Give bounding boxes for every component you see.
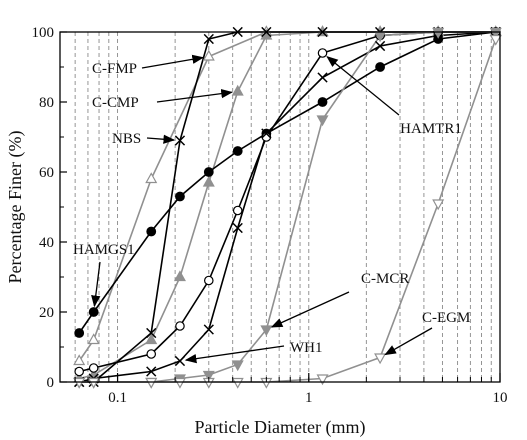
annotation-label-c-egm: C-EGM bbox=[422, 310, 470, 326]
annotation-label-hamgs1: HAMGS1 bbox=[73, 242, 135, 258]
point-c-fmp bbox=[145, 172, 158, 184]
point-hamtr1 bbox=[317, 48, 328, 58]
point-hamgs1 bbox=[375, 62, 385, 72]
point-c-mcr bbox=[316, 115, 329, 127]
point-nbs bbox=[146, 327, 157, 339]
x-axis-label: Particle Diameter (mm) bbox=[195, 417, 366, 438]
annotation-label-c-cmp: C-CMP bbox=[92, 95, 139, 111]
point-c-mcr bbox=[260, 325, 273, 337]
y-axis-label: Percentage Finer (%) bbox=[5, 131, 26, 284]
annotation-arrow-c-mcr bbox=[270, 291, 350, 328]
y-tick-label: 20 bbox=[39, 305, 54, 321]
point-c-fmp bbox=[87, 333, 100, 345]
x-axis-ticks: 0.1 1 10 bbox=[74, 373, 508, 406]
annotation-label-wh1: WH1 bbox=[290, 340, 323, 356]
y-tick-label: 40 bbox=[39, 235, 54, 251]
point-hamgs1 bbox=[203, 167, 214, 177]
point-hamgs1 bbox=[74, 328, 85, 338]
point-hamtr1 bbox=[74, 366, 84, 377]
point-c-mcr bbox=[432, 27, 445, 39]
point-c-egm bbox=[374, 353, 387, 365]
point-c-egm bbox=[231, 377, 244, 389]
x-tick-label: 1 bbox=[305, 390, 313, 406]
point-c-fmp bbox=[73, 354, 86, 366]
annotation-label-c-fmp: C-FMP bbox=[92, 61, 137, 77]
point-hamgs1 bbox=[232, 146, 243, 156]
point-wh1 bbox=[232, 222, 243, 234]
point-hamtr1 bbox=[232, 205, 243, 216]
point-c-mcr bbox=[202, 370, 215, 382]
point-c-egm bbox=[73, 377, 86, 389]
point-hamtr1 bbox=[175, 321, 185, 331]
y-axis-ticks: 0 20 40 60 80 100 bbox=[32, 25, 67, 391]
point-c-egm bbox=[173, 377, 186, 389]
annotation-arrow-c-cmp bbox=[156, 88, 233, 103]
point-c-egm bbox=[432, 199, 445, 211]
point-hamtr1 bbox=[203, 275, 214, 286]
point-hamtr1 bbox=[88, 363, 99, 373]
point-c-cmp bbox=[231, 84, 244, 96]
x-tick-label: 0.1 bbox=[108, 390, 127, 406]
annotation-arrow-c-egm bbox=[384, 327, 433, 356]
point-hamgs1 bbox=[88, 307, 99, 317]
annotation-label-hamtr1: HAMTR1 bbox=[400, 121, 462, 137]
point-c-egm bbox=[316, 374, 329, 386]
x-tick-label: 10 bbox=[493, 390, 508, 406]
point-c-fmp bbox=[202, 49, 215, 61]
point-c-egm bbox=[489, 34, 502, 46]
point-wh1 bbox=[261, 128, 272, 139]
annotations: C-FMP C-CMP NBS HAMTR1 HAMGS1 C-MCR WH1 C-EGM bbox=[73, 54, 470, 364]
annotation-label-nbs: NBS bbox=[112, 131, 141, 147]
point-wh1 bbox=[317, 72, 328, 83]
y-tick-label: 60 bbox=[39, 165, 54, 181]
annotation-arrow-c-fmp bbox=[141, 54, 205, 69]
point-c-egm bbox=[145, 377, 158, 389]
point-wh1 bbox=[174, 355, 186, 367]
point-wh1 bbox=[374, 40, 386, 52]
point-c-mcr bbox=[489, 27, 502, 39]
point-c-cmp bbox=[202, 175, 215, 187]
annotation-arrow-hamgs1 bbox=[91, 261, 101, 308]
series-markers bbox=[73, 25, 502, 389]
y-tick-label: 80 bbox=[39, 95, 54, 111]
y-tick-label: 0 bbox=[47, 375, 55, 391]
grid-lines bbox=[74, 32, 492, 382]
annotation-label-c-mcr: C-MCR bbox=[361, 271, 409, 287]
annotation-arrow-nbs bbox=[146, 134, 176, 144]
point-hamgs1 bbox=[175, 191, 185, 202]
plot-background bbox=[60, 32, 500, 382]
point-c-egm bbox=[87, 377, 100, 389]
annotation-arrow-wh1 bbox=[184, 345, 285, 364]
point-hamgs1 bbox=[317, 97, 328, 107]
point-nbs bbox=[203, 33, 214, 45]
y-tick-label: 100 bbox=[32, 25, 55, 41]
point-nbs bbox=[174, 135, 186, 146]
point-c-mcr bbox=[231, 360, 244, 372]
point-hamtr1 bbox=[146, 349, 157, 359]
point-hamgs1 bbox=[146, 226, 157, 237]
annotation-arrow-hamtr1 bbox=[326, 56, 400, 116]
point-wh1 bbox=[203, 324, 214, 335]
point-c-cmp bbox=[173, 270, 186, 282]
point-wh1 bbox=[146, 366, 157, 377]
point-c-cmp bbox=[145, 333, 158, 345]
